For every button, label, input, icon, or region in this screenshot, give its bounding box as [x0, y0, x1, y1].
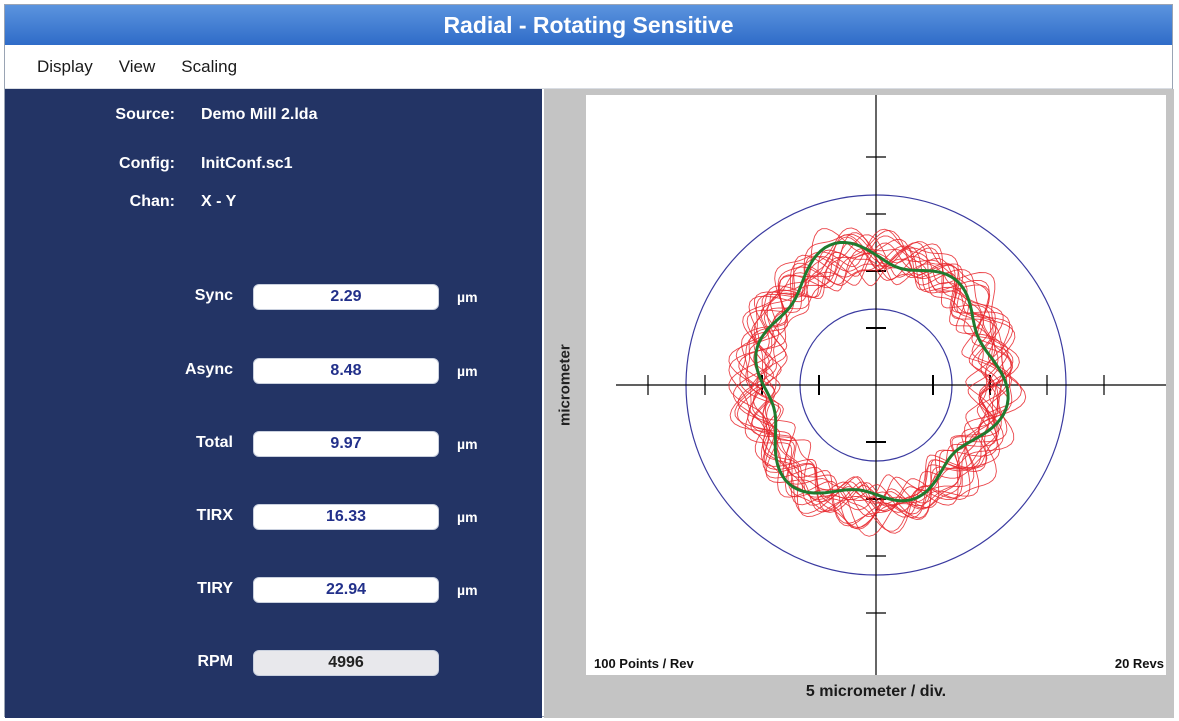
raw-orbit-trace: [728, 245, 996, 530]
tiry-field[interactable]: 22.94: [253, 577, 439, 603]
raw-orbit-trace: [733, 252, 1009, 534]
raw-orbit-traces: [728, 227, 1027, 537]
source-value: Demo Mill 2.lda: [201, 106, 318, 123]
plot-axes: [616, 95, 1166, 675]
orbit-plot-frame: micrometer 100 Points / Rev 20 Revs 5 mi…: [544, 89, 1174, 718]
raw-orbit-trace: [728, 247, 1013, 537]
tiry-unit: µm: [457, 582, 478, 598]
tirx-field[interactable]: 16.33: [253, 504, 439, 530]
orbit-plot[interactable]: 100 Points / Rev 20 Revs: [586, 95, 1166, 675]
total-field[interactable]: 9.97: [253, 431, 439, 457]
menu-scaling[interactable]: Scaling: [181, 56, 238, 76]
raw-orbit-trace: [745, 228, 1027, 527]
rpm-label: RPM: [197, 653, 233, 670]
tiry-label: TIRY: [197, 580, 233, 597]
menu-display[interactable]: Display: [37, 56, 93, 76]
chan-value: X - Y: [201, 193, 237, 210]
rpm-field: 4996: [253, 650, 439, 676]
async-label: Async: [184, 361, 233, 378]
revs-label: 20 Revs: [1114, 656, 1164, 671]
total-label: Total: [195, 434, 233, 451]
total-unit: µm: [457, 436, 478, 452]
tirx-label: TIRX: [196, 507, 233, 524]
raw-orbit-trace: [752, 232, 1020, 512]
raw-orbit-trace: [746, 252, 996, 512]
orbit-plot-svg: [616, 95, 1166, 675]
config-value: InitConf.sc1: [201, 155, 293, 172]
async-field[interactable]: 8.48: [253, 358, 439, 384]
raw-orbit-trace: [747, 234, 1014, 512]
measurement-panel: Source: Demo Mill 2.lda Config: InitConf…: [5, 89, 542, 718]
window-title: Radial - Rotating Sensitive: [5, 5, 1172, 45]
sync-unit: µm: [457, 289, 478, 305]
y-axis-label: micrometer: [556, 344, 574, 426]
raw-orbit-trace: [737, 234, 1008, 518]
tirx-unit: µm: [457, 509, 478, 525]
menu-view[interactable]: View: [118, 56, 156, 76]
x-axis-label: 5 micrometer / div.: [805, 683, 947, 700]
raw-orbit-trace: [738, 238, 1004, 517]
chan-label: Chan:: [129, 193, 175, 210]
sync-label: Sync: [194, 287, 233, 304]
sync-field[interactable]: 2.29: [253, 284, 439, 310]
sync-orbit-curve: [754, 241, 1010, 503]
menu-bar: Display View Scaling: [5, 45, 1172, 89]
config-label: Config:: [119, 155, 175, 172]
raw-orbit-trace: [728, 229, 1013, 532]
raw-orbit-trace: [739, 242, 1010, 524]
source-label: Source:: [115, 106, 175, 123]
raw-orbit-trace: [741, 235, 1022, 529]
points-per-rev-label: 100 Points / Rev: [594, 656, 694, 671]
async-unit: µm: [457, 363, 478, 379]
app-window: Radial - Rotating Sensitive Display View…: [4, 4, 1174, 718]
